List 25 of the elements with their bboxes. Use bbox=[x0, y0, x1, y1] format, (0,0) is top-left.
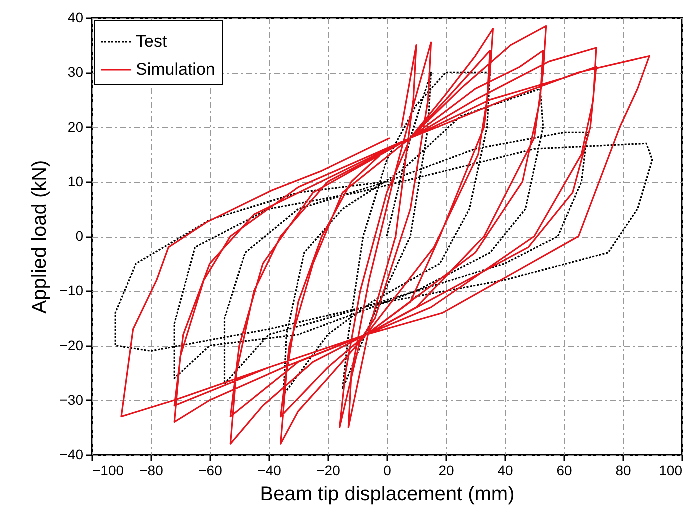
y-tick-label: 40 bbox=[68, 10, 84, 26]
x-tick-label: −100 bbox=[92, 462, 124, 478]
y-tick-label: 10 bbox=[68, 173, 84, 190]
x-axis-title: Beam tip displacement (mm) bbox=[260, 484, 515, 506]
x-tick-label: 60 bbox=[556, 462, 572, 478]
x-tick-label: 100 bbox=[659, 462, 683, 478]
y-tick-label: −30 bbox=[60, 392, 84, 408]
y-tick-label: 20 bbox=[68, 118, 84, 135]
y-tick-label: −20 bbox=[60, 337, 84, 354]
y-tick-label: 30 bbox=[68, 64, 84, 80]
x-tick-label: 20 bbox=[438, 462, 454, 478]
x-tick-label: −40 bbox=[258, 462, 282, 478]
x-tick-label: −20 bbox=[316, 462, 341, 478]
y-tick-label: −10 bbox=[60, 282, 84, 299]
legend-label: Simulation bbox=[136, 60, 216, 79]
x-tick-label: 0 bbox=[384, 462, 392, 478]
line-series bbox=[120, 25, 650, 445]
x-tick-label: −80 bbox=[140, 462, 164, 478]
y-tick-label: −40 bbox=[60, 446, 84, 462]
x-tick-label: −60 bbox=[198, 462, 223, 478]
x-tick-label: 80 bbox=[616, 462, 632, 478]
y-tick-label: 0 bbox=[76, 228, 84, 244]
legend-label: Test bbox=[136, 32, 168, 51]
x-tick-label: 40 bbox=[498, 462, 514, 478]
y-axis-title: Applied load (kN) bbox=[28, 160, 51, 314]
